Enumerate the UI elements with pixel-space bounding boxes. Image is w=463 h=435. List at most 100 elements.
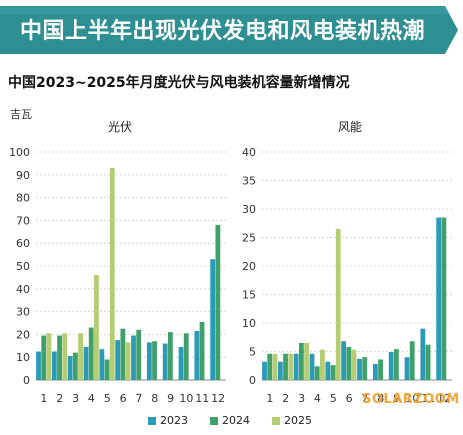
bar-wind-2024-m4 <box>314 366 320 380</box>
x-tick-label-wind: 10 <box>405 392 419 405</box>
x-tick-label-wind: 9 <box>393 392 400 405</box>
y-tick-label-pv: 30 <box>16 306 30 319</box>
legend-item-2025: 2025 <box>272 414 312 427</box>
bar-wind-2025-m3 <box>304 342 309 380</box>
bar-pv-2025-m5 <box>109 167 115 380</box>
y-tick-label-pv: 80 <box>16 192 30 205</box>
y-tick-label-pv: 60 <box>16 237 30 250</box>
bar-pv-2023-m9 <box>162 343 168 380</box>
legend-item-2023: 2023 <box>148 414 188 427</box>
bar-pv-2024-m10 <box>183 333 189 380</box>
bar-pv-2023-m3 <box>67 356 73 380</box>
x-tick-label-pv: 10 <box>179 392 193 405</box>
legend-swatch-2023 <box>148 416 156 425</box>
bar-wind-2024-m9 <box>393 349 399 380</box>
bar-pv-2023-m7 <box>131 335 136 380</box>
x-tick-label-pv: 8 <box>151 392 158 405</box>
bar-wind-2025-m6 <box>351 349 357 380</box>
x-tick-label-pv: 9 <box>167 392 174 405</box>
bar-wind-2025-m1 <box>272 353 278 380</box>
y-tick-label-wind: 5 <box>249 346 256 359</box>
chart-subtitle: 中国2023~2025年月度光伏与风电装机容量新增情况 <box>8 75 350 91</box>
y-tick-label-pv: 70 <box>16 214 30 227</box>
x-tick-label-wind: 1 <box>266 392 273 405</box>
x-tick-label-wind: 7 <box>361 392 368 405</box>
banner-shape <box>0 6 458 54</box>
y-tick-label-pv: 40 <box>16 283 30 296</box>
bar-wind-2024-m6 <box>346 346 352 380</box>
bar-wind-2024-m10 <box>409 341 415 380</box>
chart-title-wind: 风能 <box>338 120 362 134</box>
bar-wind-2025-m4 <box>320 349 325 380</box>
x-tick-label-wind: 8 <box>377 392 384 405</box>
legend-label-2025: 2025 <box>284 414 312 427</box>
legend-label-2024: 2024 <box>222 414 250 427</box>
x-tick-label-wind: 2 <box>282 392 289 405</box>
bar-wind-2023-m7 <box>357 358 362 380</box>
bar-pv-2025-m2 <box>62 333 68 380</box>
y-axis-unit: 吉瓦 <box>10 108 32 121</box>
bar-pv-2024-m1 <box>41 335 47 380</box>
bar-wind-2023-m8 <box>372 364 378 380</box>
y-tick-label-pv: 10 <box>16 351 30 364</box>
bar-pv-2025-m1 <box>46 333 52 380</box>
x-tick-label-pv: 6 <box>120 392 127 405</box>
bar-wind-2024-m11 <box>425 344 431 380</box>
bar-wind-2023-m1 <box>262 361 267 380</box>
x-tick-label-pv: 5 <box>104 392 111 405</box>
y-tick-label-wind: 10 <box>242 317 256 330</box>
y-tick-label-wind: 15 <box>242 289 256 302</box>
legend-swatch-2024 <box>210 416 218 425</box>
bar-pv-2023-m4 <box>83 346 89 380</box>
bar-pv-2025-m6 <box>125 342 131 380</box>
bar-wind-2024-m2 <box>283 353 288 380</box>
bar-wind-2023-m9 <box>388 352 394 380</box>
y-tick-label-wind: 20 <box>242 260 256 273</box>
bar-pv-2024-m9 <box>167 332 173 380</box>
x-tick-label-wind: 12 <box>437 392 451 405</box>
bar-pv-2025-m3 <box>78 333 83 380</box>
bar-wind-2024-m8 <box>378 359 383 380</box>
x-tick-label-pv: 4 <box>88 392 95 405</box>
bar-wind-2024-m5 <box>330 365 336 380</box>
legend: 2023 2024 2025 <box>148 414 312 427</box>
bar-pv-2023-m2 <box>51 351 57 380</box>
bar-wind-2025-m5 <box>335 228 341 380</box>
chart-title-pv: 光伏 <box>108 120 132 134</box>
bar-wind-2023-m11 <box>420 328 426 380</box>
bar-pv-2024-m6 <box>120 328 126 380</box>
banner-title: 中国上半年出现光伏发电和风电装机热潮 <box>20 19 426 44</box>
bar-wind-2023-m12 <box>436 217 442 380</box>
bar-wind-2023-m2 <box>277 361 283 380</box>
bar-pv-2023-m5 <box>99 349 105 380</box>
bar-pv-2024-m7 <box>136 329 142 380</box>
bar-pv-2024-m12 <box>215 224 221 380</box>
bar-wind-2023-m4 <box>309 353 315 380</box>
bar-wind-2024-m3 <box>298 342 304 380</box>
x-tick-label-pv: 12 <box>211 392 225 405</box>
bar-pv-2023-m10 <box>178 346 184 380</box>
bar-wind-2023-m3 <box>293 353 299 380</box>
bar-wind-2025-m2 <box>288 353 294 380</box>
legend-item-2024: 2024 <box>210 414 250 427</box>
x-tick-label-wind: 4 <box>314 392 321 405</box>
y-tick-label-pv: 20 <box>16 328 30 341</box>
bar-wind-2023-m5 <box>325 361 331 380</box>
legend-swatch-2025 <box>272 416 280 425</box>
x-tick-label-pv: 1 <box>40 392 47 405</box>
y-tick-label-wind: 40 <box>242 146 256 159</box>
bar-pv-2023-m11 <box>194 330 200 380</box>
title-banner: 中国上半年出现光伏发电和风电装机热潮 <box>0 0 463 60</box>
bar-pv-2023-m12 <box>210 259 216 380</box>
bar-pv-2024-m8 <box>152 341 157 380</box>
bar-pv-2023-m8 <box>146 342 152 380</box>
x-tick-label-pv: 7 <box>135 392 142 405</box>
x-tick-label-wind: 6 <box>346 392 353 405</box>
y-tick-label-pv: 100 <box>9 146 30 159</box>
y-tick-label-wind: 0 <box>249 374 256 387</box>
x-tick-label-pv: 3 <box>72 392 79 405</box>
y-tick-label-wind: 25 <box>242 232 256 245</box>
bar-pv-2023-m1 <box>36 351 41 380</box>
bar-wind-2023-m6 <box>341 341 347 380</box>
